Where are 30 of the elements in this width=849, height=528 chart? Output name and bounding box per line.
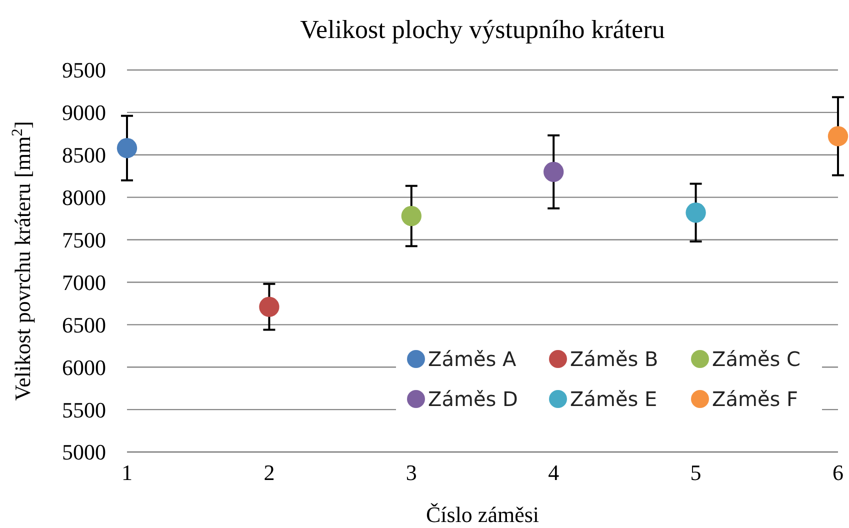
- point: [544, 162, 564, 182]
- y-tick-label: 9000: [62, 100, 106, 126]
- y-tick-label: 6500: [62, 312, 106, 338]
- y-tick-label: 6000: [62, 354, 106, 380]
- legend-label: Záměs B: [570, 347, 658, 371]
- x-tick-label: 3: [406, 460, 417, 485]
- y-tick-label: 5500: [62, 397, 106, 422]
- chart-title: Velikost plochy výstupního kráteru: [300, 15, 665, 44]
- point: [259, 296, 280, 317]
- x-tick-label: 4: [548, 460, 560, 485]
- y-tick-label: 7500: [62, 227, 106, 252]
- x-tick-label: 5: [690, 460, 702, 485]
- y-tick-label: 9500: [62, 58, 106, 83]
- legend-label: Záměs A: [428, 347, 517, 371]
- point: [401, 206, 422, 226]
- point: [116, 138, 138, 158]
- legend-label: Záměs F: [712, 387, 798, 411]
- x-tick-label: 1: [122, 460, 132, 485]
- legend-label: Záměs E: [570, 387, 658, 411]
- point: [828, 126, 848, 146]
- y-tick-label: 8000: [62, 185, 106, 210]
- y-tick-label: 8500: [62, 142, 106, 168]
- x-tick-label: 6: [832, 460, 844, 485]
- point: [686, 202, 706, 223]
- y-tick-label: 5000: [62, 440, 106, 465]
- x-tick-label: 2: [264, 460, 275, 485]
- x-axis-title: Číslo záměsi: [426, 502, 540, 527]
- legend-label: Záměs D: [428, 387, 518, 411]
- legend-label: Záměs C: [712, 347, 800, 371]
- y-tick-label: 7000: [62, 270, 106, 295]
